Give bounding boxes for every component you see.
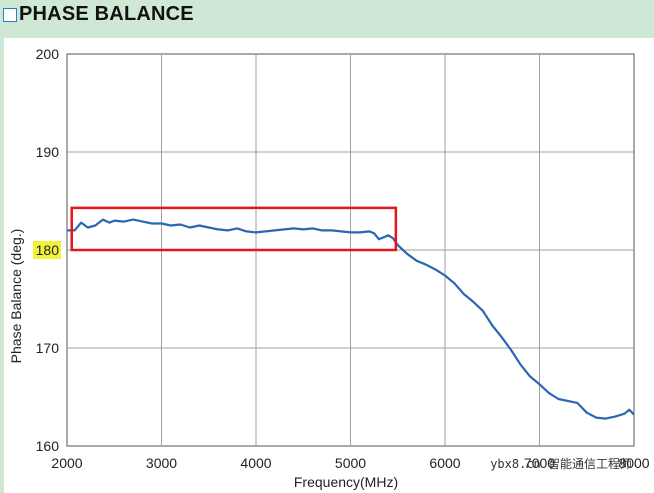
tick-highlight xyxy=(33,241,61,259)
watermark: ybx8.cn 智能通信工程师 xyxy=(490,456,632,471)
series-layer xyxy=(67,218,635,420)
x-tick-label: 4000 xyxy=(240,455,271,471)
x-tick-label: 6000 xyxy=(429,455,460,471)
phase-balance-line xyxy=(67,218,635,420)
y-tick-label: 180 xyxy=(36,242,60,258)
y-tick-label: 200 xyxy=(36,46,60,62)
x-tick-label: 5000 xyxy=(335,455,366,471)
highlight-box xyxy=(70,206,398,252)
y-tick-labels: 160 170 180 190 200 xyxy=(33,46,61,454)
header: PHASE BALANCE xyxy=(0,0,654,32)
x-tick-label: 3000 xyxy=(146,455,177,471)
y-tick-label: 160 xyxy=(36,438,60,454)
page-title: PHASE BALANCE xyxy=(19,3,194,25)
x-tick-label: 2000 xyxy=(51,455,82,471)
y-tick-label: 190 xyxy=(36,144,60,160)
y-axis-label: Phase Balance (deg.) xyxy=(8,229,24,364)
x-tick-label: 8000 xyxy=(618,455,649,471)
highlight-box-layer xyxy=(70,206,398,252)
chart-panel: 2000 3000 4000 5000 6000 7000 8000 160 170 180 19… xyxy=(4,38,654,493)
x-tick-labels: 2000 3000 4000 5000 6000 7000 8000 xyxy=(51,455,649,471)
checkbox-square-icon xyxy=(3,8,17,22)
x-axis-label: Frequency(MHz) xyxy=(294,474,398,490)
y-tick-label: 170 xyxy=(36,340,60,356)
x-tick-label: 7000 xyxy=(524,455,555,471)
phase-balance-chart: 2000 3000 4000 5000 6000 7000 8000 160 170 180 19… xyxy=(8,46,650,490)
